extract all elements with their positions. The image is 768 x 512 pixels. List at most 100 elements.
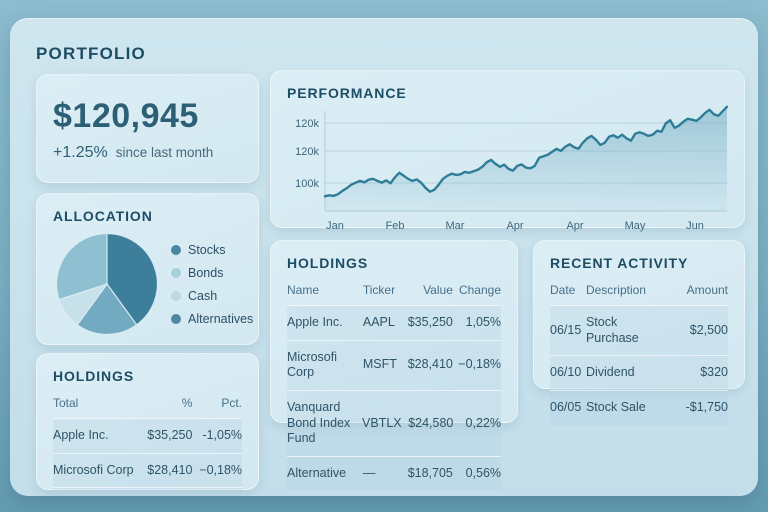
table-body: 06/15 Stock Purchase $2,500 06/10 Dividend $3… bbox=[550, 305, 728, 425]
balance-amount: $120,945 bbox=[53, 97, 199, 135]
table-cell: Microsofi Corp bbox=[287, 349, 338, 380]
allocation-card: ALLOCATION Stocks Bonds Cash Alternatives bbox=[36, 193, 259, 345]
legend-label: Stocks bbox=[188, 242, 226, 257]
table-cell: Vanquard Bond Index Fund bbox=[287, 399, 351, 446]
y-axis-labels: 120k 120k 100k bbox=[295, 118, 319, 190]
table-cell: $2,500 bbox=[689, 322, 728, 337]
allocation-title: ALLOCATION bbox=[53, 208, 153, 224]
balance-card: $120,945 +1.25% since last month bbox=[36, 74, 259, 183]
table-header-row: Date Description Amount bbox=[550, 281, 728, 305]
column-header: Change bbox=[458, 283, 502, 297]
holdings-detail-title: HOLDINGS bbox=[287, 255, 369, 271]
line-series bbox=[323, 105, 729, 211]
table-cell: $28,410 bbox=[407, 357, 453, 372]
holdings-detail-card: HOLDINGS Name Ticker Value Change Apple Inc… bbox=[270, 240, 518, 491]
table-row: 06/10 Dividend $320 bbox=[550, 355, 728, 390]
legend-label: Cash bbox=[188, 288, 218, 303]
table-cell: Stock Sale bbox=[585, 399, 646, 414]
table-row: Apple Inc. AAPL $35,250 1,05% bbox=[287, 305, 501, 340]
table-cell: Apple Inc. bbox=[287, 315, 343, 329]
legend-label: Bonds bbox=[188, 265, 224, 280]
table-row: Alternative — $18,705 0,56% bbox=[287, 455, 501, 491]
table-cell: 06/15 bbox=[550, 322, 582, 337]
recent-activity-title: RECENT ACTIVITY bbox=[550, 255, 689, 271]
legend-item-bonds: Bonds bbox=[171, 266, 253, 280]
legend-dot-icon bbox=[171, 244, 181, 255]
table-cell: $35,250 bbox=[407, 315, 453, 329]
table-row: Microsofi Corp MSFT $28,410 −0,18% bbox=[287, 339, 502, 390]
x-tick-label: May bbox=[625, 220, 646, 232]
allocation-pie-chart bbox=[53, 230, 161, 338]
legend-dot-icon bbox=[171, 267, 181, 278]
table-header-row: Name Ticker Value Change bbox=[287, 281, 501, 305]
x-tick-label: Apr bbox=[506, 220, 523, 232]
table-cell: VBTLX bbox=[362, 415, 402, 430]
table-body: Apple Inc. AAPL $35,250 1,05% Microsofi Corp… bbox=[287, 305, 502, 491]
table-cell: −0,18% bbox=[199, 462, 243, 477]
page-title: PORTFOLIO bbox=[36, 44, 146, 63]
column-header: Ticker bbox=[362, 283, 396, 297]
table-cell: Alternative bbox=[287, 465, 347, 480]
x-axis-labels: Jan Feb Mar Apr Apr May Jun bbox=[326, 220, 704, 232]
table-cell: −0,18% bbox=[458, 357, 502, 372]
column-header: % bbox=[181, 396, 193, 410]
table-row: Microsofi Corp $28,410 −0,18% bbox=[53, 452, 243, 488]
legend-item-alternatives: Alternatives bbox=[171, 312, 253, 326]
y-tick-label: 120k bbox=[295, 118, 319, 130]
table-cell: -1,05% bbox=[202, 428, 243, 442]
table-cell: Stock Purchase bbox=[585, 315, 639, 345]
table-cell: 1,05% bbox=[465, 315, 502, 329]
recent-activity-table: Date Description Amount 06/15 Stock Purchas… bbox=[550, 281, 728, 425]
holdings-summary-table: Total% Pct. Apple Inc. $35,250 -1,05% Micros… bbox=[53, 394, 242, 496]
table-row: 06/15 Stock Purchase $2,500 bbox=[550, 305, 728, 356]
performance-title: PERFORMANCE bbox=[287, 85, 407, 101]
table-cell: 06/05 bbox=[550, 399, 582, 414]
x-tick-label: Jun bbox=[686, 220, 704, 232]
table-cell: AAPL bbox=[362, 315, 395, 329]
table-cell: Alternative bbox=[53, 488, 134, 496]
line-series-path bbox=[323, 105, 729, 198]
legend-item-cash: Cash bbox=[171, 289, 253, 303]
table-cell: Dividend bbox=[585, 365, 635, 380]
x-tick-label: Feb bbox=[386, 220, 405, 232]
holdings-summary-card: HOLDINGS Total% Pct. Apple Inc. $35,250 -1,… bbox=[36, 353, 259, 496]
balance-delta-note: since last month bbox=[115, 145, 214, 160]
pie-slice-stocks bbox=[106, 233, 158, 326]
column-header: Pct. bbox=[221, 396, 243, 410]
pie-chart-icon bbox=[56, 233, 158, 335]
pie-slice-bonds bbox=[56, 233, 108, 301]
performance-card: PERFORMANCE 120k 120k 100k bbox=[270, 70, 745, 232]
x-tick-label: Mar bbox=[446, 220, 465, 232]
balance-delta: +1.25% bbox=[53, 144, 108, 161]
holdings-summary-title: HOLDINGS bbox=[53, 368, 135, 384]
y-tick-label: 100k bbox=[295, 178, 319, 190]
performance-line-chart: 120k 120k 100k Jan Feb Mar Apr Apr May J… bbox=[295, 105, 729, 232]
table-cell: $18,705 bbox=[407, 465, 453, 480]
x-tick-label: Apr bbox=[566, 220, 583, 232]
legend-dot-icon bbox=[171, 313, 181, 324]
column-header: Value bbox=[423, 283, 453, 297]
table-cell: $320 bbox=[700, 365, 728, 380]
column-header: Date bbox=[550, 283, 576, 297]
table-cell: $24,580 bbox=[408, 415, 454, 430]
table-cell: 06/10 bbox=[550, 365, 582, 380]
pie-slice-alternatives bbox=[76, 283, 138, 335]
legend-item-stocks: Stocks bbox=[171, 243, 253, 257]
table-header-row: Total% Pct. bbox=[53, 394, 242, 418]
recent-activity-card: RECENT ACTIVITY Date Description Amount 06… bbox=[533, 240, 745, 425]
table-cell: -$1,750 bbox=[685, 399, 728, 414]
table-cell: Microsofi Corp bbox=[53, 462, 134, 477]
table-cell: Apple Inc. bbox=[53, 428, 109, 442]
holdings-detail-table: Name Ticker Value Change Apple Inc. AAPL $35,… bbox=[287, 281, 502, 491]
dashboard-panel: PORTFOLIO $120,945 +1.25% since last mon… bbox=[10, 18, 758, 496]
table-cell: $24,580 bbox=[134, 488, 193, 496]
table-cell: MSFT bbox=[362, 357, 397, 372]
column-header: Description bbox=[585, 283, 646, 297]
table-cell: $28,410 bbox=[147, 462, 193, 477]
allocation-legend: Stocks Bonds Cash Alternatives bbox=[171, 243, 253, 326]
x-tick-label: Jan bbox=[326, 220, 344, 232]
table-cell: $35,250 bbox=[147, 428, 193, 442]
table-row: Apple Inc. $35,250 -1,05% bbox=[53, 418, 242, 453]
column-header: Total bbox=[53, 396, 79, 410]
